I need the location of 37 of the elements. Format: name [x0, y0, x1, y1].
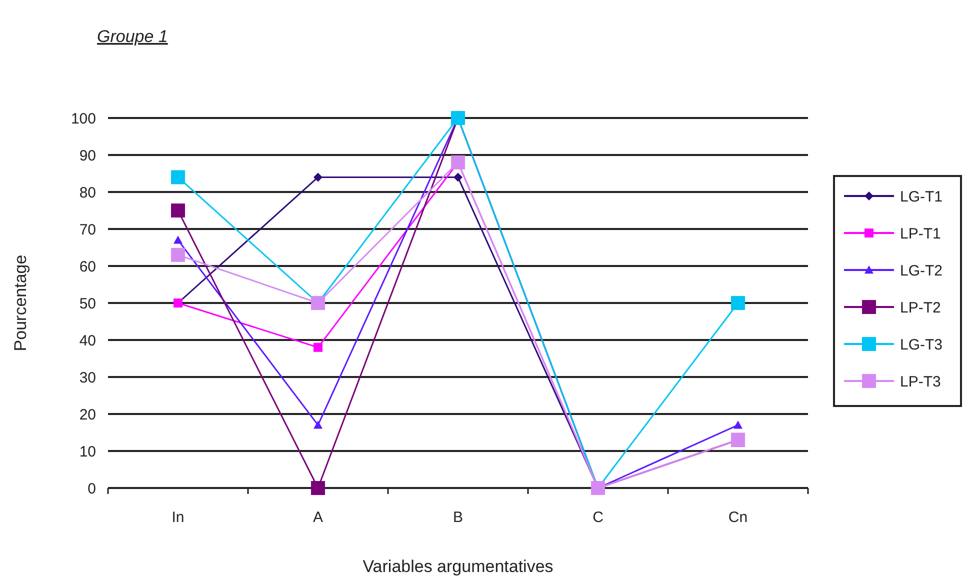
legend-label: LP-T3: [900, 373, 941, 390]
point: [311, 481, 325, 495]
legend-label: LP-T1: [900, 225, 941, 242]
point: [314, 420, 322, 429]
y-tick-label: 80: [79, 184, 96, 202]
x-tick-label: C: [592, 509, 604, 526]
x-tick-label: Cn: [728, 509, 748, 526]
point: [734, 420, 742, 429]
y-tick-label: 40: [79, 332, 96, 350]
chart-title: Groupe 1: [97, 27, 168, 46]
point: [171, 248, 185, 262]
point: [171, 204, 185, 218]
point: [314, 342, 322, 352]
legend-label: LG-T1: [900, 188, 943, 206]
y-tick-label: 30: [79, 369, 96, 386]
y-tick-label: 100: [70, 110, 96, 128]
y-tick-label: 20: [79, 406, 96, 424]
legend-label: LG-T3: [900, 336, 943, 354]
point: [454, 172, 462, 182]
y-tick-label: 90: [79, 147, 96, 164]
y-tick-label: 60: [79, 258, 96, 276]
point: [731, 296, 745, 310]
y-tick-label: 70: [79, 221, 96, 238]
legend-label: LG-T2: [900, 262, 943, 280]
y-tick-label: 0: [88, 480, 96, 498]
point: [174, 236, 182, 244]
point: [314, 172, 322, 182]
y-axis-title: Pourcentage: [11, 254, 30, 352]
point: [451, 155, 465, 170]
point: [171, 170, 185, 184]
x-tick-label: A: [312, 509, 324, 526]
x-tick-label: B: [452, 509, 464, 526]
legend-label: LP-T2: [900, 299, 941, 316]
y-tick-label: 50: [79, 295, 96, 312]
x-axis-title: Variables argumentatives: [362, 557, 554, 576]
y-tick-label: 10: [79, 443, 96, 460]
x-tick-label: In: [172, 509, 184, 526]
